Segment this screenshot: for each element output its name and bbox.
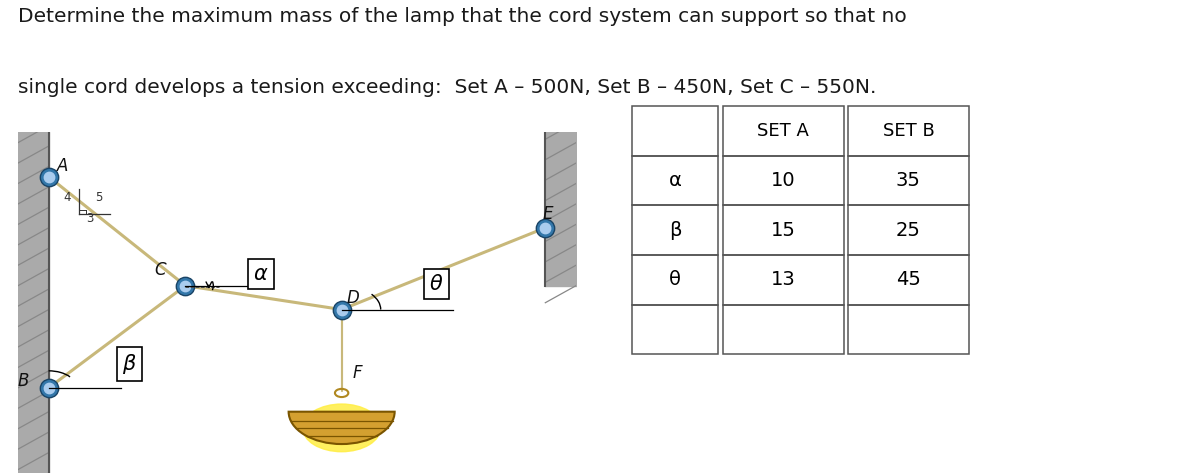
Point bbox=[535, 224, 554, 232]
Text: A: A bbox=[58, 157, 68, 175]
Text: 45: 45 bbox=[896, 270, 920, 289]
Text: β: β bbox=[668, 220, 682, 240]
Point bbox=[40, 173, 59, 181]
Text: 35: 35 bbox=[896, 171, 920, 190]
Point bbox=[332, 306, 352, 313]
Point bbox=[40, 173, 59, 181]
Bar bbox=[722, 255, 844, 305]
Bar bbox=[848, 305, 968, 354]
Text: 5: 5 bbox=[95, 191, 102, 203]
Text: Determine the maximum mass of the lamp that the cord system can support so that : Determine the maximum mass of the lamp t… bbox=[18, 7, 907, 26]
Text: C: C bbox=[155, 262, 167, 280]
Bar bbox=[632, 106, 719, 156]
Point bbox=[535, 224, 554, 232]
Text: B: B bbox=[18, 372, 29, 390]
Bar bbox=[722, 205, 844, 255]
Bar bbox=[632, 255, 719, 305]
Text: θ: θ bbox=[670, 270, 682, 289]
Text: 15: 15 bbox=[770, 220, 796, 240]
Bar bbox=[632, 205, 719, 255]
Wedge shape bbox=[289, 412, 395, 444]
Circle shape bbox=[302, 404, 380, 452]
Text: SET A: SET A bbox=[757, 122, 809, 140]
Bar bbox=[722, 106, 844, 156]
Text: E: E bbox=[542, 205, 553, 223]
Bar bbox=[632, 305, 719, 354]
Bar bbox=[848, 255, 968, 305]
Text: 3: 3 bbox=[86, 211, 94, 225]
Bar bbox=[632, 156, 719, 205]
Point bbox=[332, 306, 352, 313]
Text: $\beta$: $\beta$ bbox=[122, 352, 137, 376]
Text: F: F bbox=[353, 364, 362, 382]
Point bbox=[176, 282, 196, 289]
Text: SET B: SET B bbox=[882, 122, 935, 140]
Text: α: α bbox=[668, 171, 682, 190]
Text: single cord develops a tension exceeding:  Set A – 500N, Set B – 450N, Set C – 5: single cord develops a tension exceeding… bbox=[18, 78, 876, 97]
Text: $\alpha$: $\alpha$ bbox=[253, 264, 269, 284]
Bar bbox=[848, 106, 968, 156]
Bar bbox=[722, 305, 844, 354]
Bar bbox=[848, 205, 968, 255]
Text: 25: 25 bbox=[896, 220, 920, 240]
Point bbox=[40, 384, 59, 392]
Bar bbox=[848, 156, 968, 205]
Bar bbox=[722, 156, 844, 205]
Text: 10: 10 bbox=[770, 171, 796, 190]
Text: 4: 4 bbox=[64, 191, 71, 204]
Text: D: D bbox=[346, 289, 359, 307]
Point bbox=[40, 384, 59, 392]
Text: 13: 13 bbox=[770, 270, 796, 289]
Text: $\theta$: $\theta$ bbox=[430, 274, 444, 294]
Point bbox=[176, 282, 196, 289]
